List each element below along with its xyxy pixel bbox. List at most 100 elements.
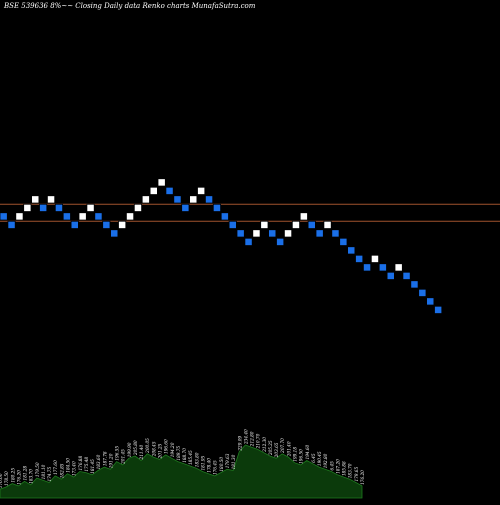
volume-label: 183.70 <box>29 469 34 484</box>
renko-brick-up <box>126 212 135 221</box>
volume-label: 192.80 <box>323 453 328 468</box>
volume-label: 179.63 <box>225 453 230 468</box>
reference-lines <box>0 203 500 222</box>
volume-label: 188.70 <box>182 448 187 463</box>
renko-brick-down <box>386 271 395 280</box>
volume-label: 211.40 <box>139 444 144 460</box>
volume-label: 210.70 <box>256 433 261 449</box>
volume-label: 176.45 <box>213 460 218 475</box>
volume-label: 201.40 <box>286 441 291 457</box>
renko-brick-down <box>244 237 253 246</box>
volume-label: 189.75 <box>176 446 181 461</box>
chart-title: BSE 539636 8%~~ Closing Daily data Renko… <box>4 2 256 10</box>
volume-label: 180.25 <box>10 468 15 483</box>
volume-label: 207.70 <box>280 438 285 454</box>
renko-brick-down <box>236 229 245 238</box>
volume-label: 196.50 <box>299 449 304 464</box>
volume-label: 185.45 <box>188 450 193 465</box>
volume-label: 212.30 <box>262 437 267 453</box>
volume-label: 6.45 <box>329 461 334 471</box>
volume-label: 183.60 <box>96 454 101 469</box>
volume-label: 181.95 <box>200 456 205 471</box>
volume-label: 194.60 <box>305 444 310 459</box>
renko-brick-down <box>204 195 214 204</box>
volume-label: 180.50 <box>219 457 224 472</box>
renko-brick-down <box>307 220 316 229</box>
renko-brick-up <box>118 220 127 229</box>
volume-label: 178.50 <box>4 471 9 486</box>
renko-brick-up <box>260 220 269 229</box>
renko-brick-down <box>220 212 229 221</box>
renko-brick-down <box>62 212 71 221</box>
volume-label: 181.45 <box>90 459 95 474</box>
volume-label: 190.45 <box>317 451 322 466</box>
volume-label: 176.20 <box>16 470 21 485</box>
renko-brick-up <box>47 195 56 204</box>
renko-brick-up <box>291 220 300 229</box>
volume-label: 181.10 <box>41 464 46 479</box>
volume-label: 179.65 <box>354 467 359 482</box>
renko-brick-up <box>394 263 403 272</box>
volume-label: 177.60 <box>53 460 58 475</box>
volume-label: 176.20 <box>360 470 365 485</box>
renko-brick-down <box>7 220 16 229</box>
renko-brick-up <box>149 186 158 195</box>
volume-label: 176.60 <box>0 473 3 488</box>
renko-brick-up <box>189 195 198 204</box>
volume-label: 194.20 <box>170 442 175 457</box>
renko-brick-down <box>94 212 103 221</box>
renko-brick-down <box>362 263 372 272</box>
volume-label: 181.28 <box>23 465 28 480</box>
volume-label: 199.18 <box>293 447 298 462</box>
volume-label: 196.60 <box>164 439 169 454</box>
renko-brick-down <box>402 271 411 280</box>
renko-brick-down <box>0 212 8 221</box>
renko-brick-down <box>355 254 364 263</box>
volume-label: 200.05 <box>145 438 150 454</box>
renko-brick-down <box>418 288 427 297</box>
volume-label: 185.88 <box>342 461 347 476</box>
volume-label: 212.80 <box>250 431 255 447</box>
renko-bricks <box>0 178 443 314</box>
volume-label: 176.88 <box>78 456 83 471</box>
renko-brick-up <box>133 203 143 212</box>
renko-brick-up <box>283 229 293 238</box>
renko-brick-up <box>252 229 261 238</box>
volume-label: 234.40 <box>243 429 248 445</box>
renko-brick-up <box>23 203 32 212</box>
renko-brick-down <box>70 220 79 229</box>
volume-label: 201.45 <box>121 449 126 465</box>
renko-brick-up <box>157 178 166 187</box>
renko-brick-down <box>228 220 237 229</box>
renko-brick-down <box>110 229 119 238</box>
renko-brick-down <box>39 203 48 212</box>
volume-labels: 176.60 178.50 180.25 176.20 181.28 183.70 179.… <box>0 429 365 488</box>
renko-brick-down <box>331 229 340 238</box>
volume-label: 187.78 <box>102 451 107 466</box>
renko-brick-down <box>378 263 387 272</box>
volume-label: 196.55 <box>115 446 120 461</box>
renko-brick-down <box>347 246 356 255</box>
volume-label: 181.30 <box>231 454 236 469</box>
volume-label: 205.25 <box>268 440 273 456</box>
renko-brick-down <box>102 220 111 229</box>
renko-brick-up <box>15 212 24 221</box>
renko-brick-down <box>54 203 63 212</box>
renko-brick-down <box>165 186 174 195</box>
volume-label: 201.25 <box>158 443 163 459</box>
renko-brick-down <box>315 229 324 238</box>
volume-area <box>0 444 363 499</box>
renko-brick-down <box>173 195 182 204</box>
volume-label: 229.09 <box>237 436 242 452</box>
volume-label: 6.45 <box>311 453 316 463</box>
renko-brick-up <box>141 195 150 204</box>
renko-brick-up <box>31 195 40 204</box>
renko-brick-up <box>299 212 308 221</box>
renko-brick-down <box>339 237 348 246</box>
volume-label: 178.40 <box>207 458 212 473</box>
renko-brick-down <box>268 229 277 238</box>
renko-brick-down <box>212 203 222 212</box>
renko-brick-down <box>426 297 435 306</box>
